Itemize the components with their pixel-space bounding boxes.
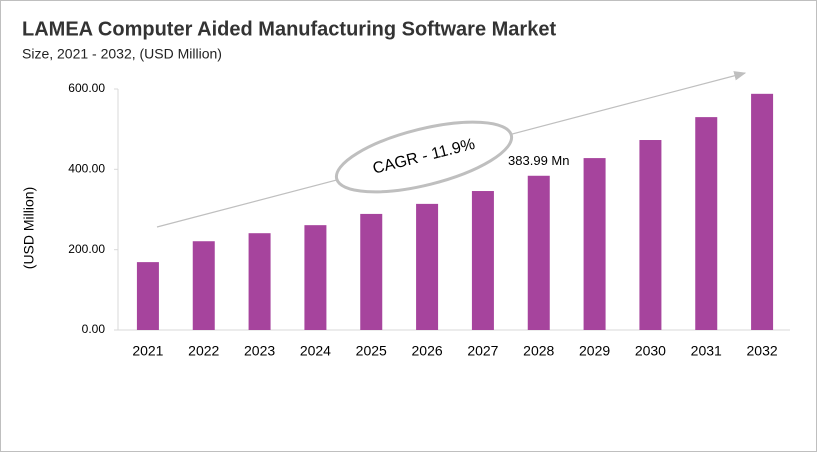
data-label: 383.99 Mn	[508, 153, 569, 168]
x-tick-label: 2021	[132, 343, 163, 359]
cagr-ellipse	[334, 120, 514, 194]
bar	[583, 158, 606, 330]
bar	[304, 225, 327, 330]
x-tick-label: 2022	[188, 343, 219, 359]
y-tick-label: 200.00	[68, 242, 105, 256]
bar	[248, 233, 271, 330]
x-tick-label: 2027	[467, 343, 498, 359]
x-tick-label: 2031	[691, 343, 722, 359]
x-tick-label: 2024	[300, 343, 331, 359]
y-tick-label: 400.00	[68, 162, 105, 176]
bar	[416, 203, 439, 330]
bar	[471, 191, 494, 330]
chart-title: LAMEA Computer Aided Manufacturing Softw…	[22, 18, 556, 40]
x-tick-label: 2025	[356, 343, 387, 359]
x-tick-label: 2023	[244, 343, 275, 359]
bar	[751, 93, 774, 330]
x-tick-label: 2026	[412, 343, 443, 359]
y-axis-label: (USD Million)	[21, 187, 37, 269]
bar	[695, 117, 718, 330]
x-tick-label: 2028	[523, 343, 554, 359]
x-tick-label: 2030	[635, 343, 666, 359]
bar	[192, 241, 215, 330]
x-tick-label: 2032	[747, 343, 778, 359]
chart-subtitle: Size, 2021 - 2032, (USD Million)	[22, 46, 222, 62]
bar	[639, 140, 662, 330]
y-tick-label: 0.00	[82, 322, 106, 336]
bar	[360, 213, 383, 330]
x-tick-label: 2029	[579, 343, 610, 359]
bar	[136, 262, 159, 330]
y-tick-label: 600.00	[68, 81, 105, 95]
bar	[527, 175, 550, 330]
